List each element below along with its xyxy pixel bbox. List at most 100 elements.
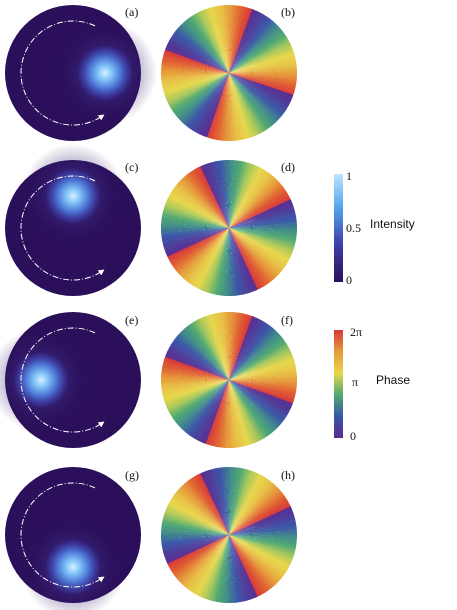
phase-wedge	[196, 380, 229, 441]
phase-wedge	[229, 312, 243, 380]
phase-wedge	[229, 160, 243, 228]
phase-wedge	[197, 228, 229, 290]
phase-wedge	[229, 201, 293, 228]
phase-wedge	[229, 36, 288, 73]
phase-wedge	[229, 228, 284, 270]
phase-wedge	[229, 228, 262, 289]
phase-wedge	[173, 228, 229, 269]
phase-wedge	[176, 183, 229, 228]
phase-wedge	[229, 474, 262, 535]
phase-wedge	[229, 228, 297, 236]
phase-wedge	[170, 343, 229, 380]
phase-wedge	[173, 535, 229, 576]
phase-wedge	[229, 228, 277, 279]
phase-wedge	[223, 535, 229, 603]
phase-wedge	[229, 228, 297, 237]
phase-wedge	[229, 316, 254, 380]
panel-label-b: (b)	[281, 5, 295, 19]
phase-wedge	[166, 73, 229, 101]
phase-wedge	[229, 228, 269, 285]
phase-wedge	[229, 228, 272, 282]
phase-wedge	[161, 65, 229, 73]
phase-wedge	[181, 73, 229, 124]
phase-wedge	[218, 228, 229, 296]
phase-wedge	[170, 191, 229, 228]
spot-core	[43, 537, 103, 597]
phase-wedge	[229, 312, 237, 380]
phase-wedge	[229, 228, 287, 266]
phase-wedge	[181, 177, 229, 228]
phase-wedge	[229, 320, 263, 380]
phase-wedge	[193, 228, 229, 288]
phase-wedge	[229, 33, 286, 73]
phase-wedge	[180, 23, 229, 73]
phase-wedge	[174, 31, 229, 73]
phase-wedge	[229, 313, 247, 380]
phase-wedge	[229, 330, 278, 380]
phase-wedge	[229, 6, 246, 73]
phase-wedge	[229, 380, 297, 389]
panel-label-e: (e)	[125, 313, 139, 327]
phase-wedge	[176, 73, 229, 119]
phase-wedge	[185, 174, 229, 228]
phase-wedge	[186, 73, 229, 128]
phase-wedge	[229, 337, 283, 380]
phase-wedge	[186, 228, 229, 283]
phase-wedge	[229, 380, 294, 404]
phase-wedge	[229, 5, 240, 74]
phase-wedge	[215, 535, 229, 603]
phase-wedge	[162, 520, 229, 535]
phase-wedge	[229, 5, 234, 74]
phase-wedge	[229, 73, 273, 127]
phase-wedge	[218, 73, 229, 141]
phase-wedge	[175, 491, 229, 535]
phase-wedge	[172, 340, 229, 380]
phase-wedge	[229, 73, 287, 111]
phase-wedge	[169, 499, 229, 535]
phase-wedge	[168, 73, 229, 106]
phase-wedge	[229, 228, 273, 282]
phase-wedge	[229, 325, 271, 380]
phase-wedge	[164, 51, 229, 73]
intensity-tick-mid: 0.5	[346, 221, 361, 235]
phase-wedge	[166, 506, 229, 535]
phase-wedge	[229, 38, 289, 73]
phase-wedge	[191, 380, 229, 438]
phase-wedge	[178, 25, 229, 73]
phase-wedge	[188, 73, 229, 129]
phase-wedge	[197, 474, 229, 535]
phase-wedge	[179, 331, 229, 380]
phase-wedge	[186, 535, 229, 590]
phase-wedge	[174, 493, 229, 535]
phase-wedge	[165, 510, 229, 535]
phase-wedge	[229, 313, 246, 380]
phase-wedge	[172, 33, 229, 73]
phase-wedge	[171, 73, 229, 111]
phase-wedge	[165, 73, 229, 100]
phase-wedge	[207, 73, 229, 138]
phase-wedge	[229, 380, 277, 431]
phase-wedge	[215, 73, 229, 141]
phase-wedge	[191, 15, 229, 73]
phase-wedge	[229, 18, 271, 73]
phase-wedge	[179, 380, 229, 429]
phase-wedge	[177, 73, 229, 120]
phase-wedge	[168, 380, 229, 413]
phase-wedge	[229, 535, 285, 576]
phase-wedge	[229, 380, 288, 417]
phase-wedge	[229, 73, 257, 136]
phase-wedge	[229, 318, 261, 380]
phase-wedge	[179, 486, 229, 535]
phase-wedge	[204, 73, 229, 137]
phase-wedge	[229, 475, 265, 535]
phase-wedge	[229, 228, 288, 265]
phase-wedge	[229, 470, 251, 535]
phase-wedge	[229, 190, 287, 228]
phase-wedge	[229, 184, 283, 228]
phase-wedge	[161, 67, 229, 73]
phase-wedge	[189, 535, 229, 592]
phase-wedge	[188, 479, 229, 535]
phase-wedge	[161, 219, 229, 228]
phase-wedge	[229, 380, 291, 412]
phase-wedge	[189, 171, 229, 228]
